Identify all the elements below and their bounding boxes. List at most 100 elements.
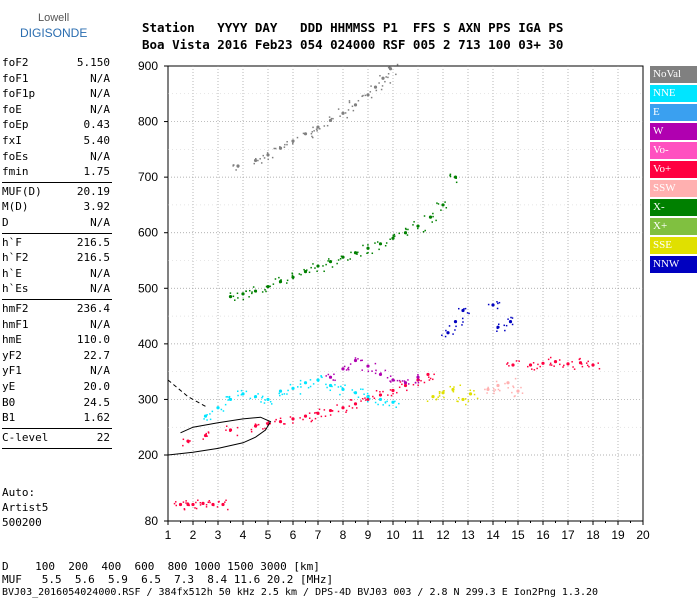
echo-point — [407, 228, 409, 231]
panel-separator — [2, 427, 112, 429]
param-value: N/A — [90, 317, 110, 331]
echo-point — [337, 108, 340, 110]
echo-point — [403, 381, 408, 385]
echo-point — [232, 295, 235, 298]
echo-point — [329, 389, 332, 392]
echo-point — [203, 418, 205, 420]
echo-point — [205, 432, 207, 435]
echo-point — [357, 396, 360, 398]
echo-point — [369, 398, 371, 400]
panel-separator — [2, 299, 112, 300]
echo-point — [381, 76, 385, 80]
echo-point — [438, 392, 441, 395]
echo-point — [511, 391, 513, 394]
echo-point — [316, 264, 320, 268]
echo-point — [378, 242, 383, 246]
echo-point — [392, 234, 394, 237]
echo-point — [336, 404, 338, 406]
echo-point — [469, 389, 472, 392]
echo-point — [283, 393, 286, 395]
echo-point — [362, 244, 364, 247]
echo-point — [173, 502, 176, 505]
echo-point — [197, 499, 199, 501]
y-tick-label: 600 — [138, 226, 158, 240]
echo-point — [279, 281, 281, 284]
x-tick-label: 17 — [561, 528, 575, 542]
echo-point — [328, 408, 333, 413]
echo-point — [183, 508, 186, 510]
echo-point — [208, 500, 211, 502]
echo-point — [270, 403, 273, 405]
echo-point — [507, 318, 509, 320]
echo-point — [504, 382, 506, 385]
echo-point — [336, 262, 338, 265]
echo-point — [484, 388, 486, 391]
echo-point — [426, 400, 429, 402]
echo-point — [289, 416, 292, 418]
echo-point — [240, 393, 243, 396]
echo-point — [212, 504, 215, 507]
echo-point — [487, 386, 489, 389]
echo-point — [461, 397, 465, 402]
echo-point — [345, 369, 348, 371]
x-tick-label: 15 — [511, 528, 525, 542]
echo-point — [375, 389, 378, 392]
param-key: B1 — [2, 411, 16, 425]
echo-point — [388, 404, 391, 407]
echo-point — [432, 212, 434, 215]
echo-point — [532, 362, 535, 364]
param-key: hmE — [2, 333, 22, 347]
echo-point — [499, 389, 501, 392]
echo-point — [253, 162, 256, 165]
echo-point — [316, 411, 320, 415]
echo-point — [351, 407, 354, 409]
echo-point — [412, 224, 414, 226]
echo-point — [585, 362, 588, 364]
echo-point — [435, 219, 437, 222]
y-tick-label: 700 — [138, 170, 158, 184]
param-value: N/A — [90, 364, 110, 378]
echo-point — [403, 231, 408, 235]
echo-point — [252, 286, 255, 288]
echo-point — [536, 367, 538, 370]
echo-point — [441, 203, 445, 207]
echo-point — [309, 379, 312, 381]
echo-point — [269, 422, 271, 425]
echo-point — [510, 316, 512, 319]
echo-point — [374, 242, 376, 244]
echo-point — [333, 373, 335, 376]
echo-point — [417, 379, 420, 381]
echo-point — [226, 396, 229, 398]
echo-point — [573, 368, 576, 370]
y-tick-label: 300 — [138, 392, 158, 406]
param-value: N/A — [90, 71, 110, 85]
param-value: N/A — [90, 149, 110, 163]
echo-point — [389, 389, 392, 391]
x-tick-label: 8 — [340, 528, 347, 542]
param-value: N/A — [90, 87, 110, 101]
echo-point — [281, 393, 284, 396]
echo-point — [539, 365, 541, 368]
echo-point — [398, 402, 400, 405]
echo-point — [283, 146, 286, 148]
echo-point — [248, 296, 250, 298]
echo-point — [441, 391, 445, 395]
param-value: 236.4 — [76, 302, 110, 315]
echo-point — [459, 384, 462, 387]
echo-point — [232, 164, 235, 166]
echo-point — [248, 289, 251, 292]
echo-point — [361, 95, 363, 98]
echo-point — [228, 397, 233, 402]
echo-point — [265, 422, 268, 424]
echo-point — [559, 363, 561, 366]
echo-point — [381, 85, 384, 87]
echo-point — [306, 269, 308, 271]
echo-point — [316, 125, 320, 129]
axis-ticks: 1 2 3 4 5 6 7 8 9 10 11 12 13 14 15 16 17 18 19 20802003004… — [138, 59, 650, 542]
ionogram-chart: 1 2 3 4 5 6 7 8 9 10 11 12 13 14 15 16 17 18 19 20802003004… — [138, 59, 650, 542]
echo-point — [279, 146, 281, 148]
echo-point — [209, 413, 211, 415]
param-key: h`Es — [2, 282, 29, 296]
echo-point — [347, 109, 350, 111]
echo-point — [497, 302, 499, 305]
